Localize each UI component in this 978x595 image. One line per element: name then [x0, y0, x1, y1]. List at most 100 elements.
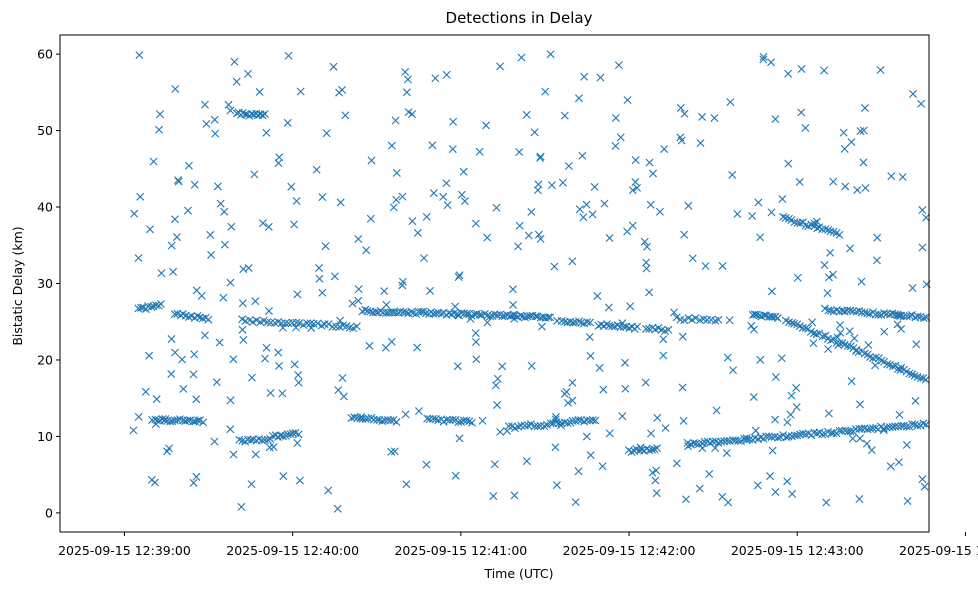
detection-point [849, 307, 857, 316]
detection-point [568, 396, 577, 405]
detection-point [536, 234, 545, 243]
detection-point [366, 214, 375, 223]
detection-point [509, 310, 518, 319]
detection-point [328, 322, 337, 331]
detection-point [508, 285, 517, 294]
detection-point [633, 322, 642, 331]
detection-point [887, 172, 896, 181]
detection-point [823, 289, 832, 298]
detection-point [677, 136, 686, 145]
detection-point [526, 420, 535, 429]
detection-point [574, 467, 583, 476]
detection-point [860, 308, 869, 317]
detection-point [265, 443, 274, 452]
detection-point [183, 206, 192, 215]
detection-point [392, 418, 401, 427]
detection-point [785, 214, 793, 223]
detection-point [896, 365, 905, 374]
detection-point [232, 77, 241, 86]
detection-point [389, 203, 398, 212]
detection-point [742, 436, 751, 445]
detection-point [134, 254, 143, 263]
detection-point [258, 219, 267, 228]
detection-point [296, 87, 305, 96]
detection-point [911, 396, 920, 405]
detection-point [425, 415, 434, 424]
detection-point [238, 325, 247, 334]
detection-point [747, 321, 756, 330]
detection-point [380, 287, 389, 296]
detection-point [853, 185, 862, 194]
detection-point [235, 435, 244, 444]
detection-point [471, 219, 480, 228]
detection-point [797, 65, 806, 74]
detection-point [599, 385, 608, 394]
detection-point [523, 312, 532, 321]
detection-point [524, 231, 533, 240]
detection-point [341, 111, 350, 120]
detection-point [189, 370, 198, 379]
detection-point [455, 271, 464, 280]
detection-point [408, 217, 417, 226]
detection-point [295, 476, 304, 485]
detection-point [688, 254, 697, 263]
detection-point [786, 410, 795, 419]
detection-point [170, 215, 179, 224]
detection-point [908, 420, 917, 429]
detection-point [784, 69, 793, 78]
detection-point [215, 338, 224, 347]
detection-point [200, 331, 209, 340]
detection-point [771, 415, 780, 424]
detection-point [872, 256, 881, 265]
detection-point [398, 281, 407, 290]
detection-point [829, 428, 838, 437]
detection-point [533, 186, 542, 195]
detection-point [527, 361, 536, 370]
detection-point [824, 409, 833, 418]
detection-point [912, 340, 921, 349]
detection-point [725, 316, 734, 325]
detection-point [264, 306, 273, 315]
detection-point [192, 395, 201, 404]
detection-point [792, 383, 801, 392]
detection-point [169, 267, 178, 276]
detection-point [402, 88, 411, 97]
detection-point [247, 480, 256, 489]
detection-point [216, 199, 225, 208]
detection-point [290, 220, 299, 229]
detection-point [551, 415, 560, 424]
detection-point [345, 323, 354, 332]
detection-point [684, 201, 693, 210]
detection-point [226, 425, 235, 434]
detection-point [903, 497, 912, 506]
detection-point [835, 426, 844, 435]
detection-point [421, 309, 430, 318]
detection-point [569, 318, 578, 327]
detection-point [812, 330, 821, 339]
detection-point [283, 430, 292, 439]
detection-point [192, 472, 201, 481]
detection-point [801, 324, 810, 333]
chart-title: Detections in Delay [446, 9, 593, 27]
detection-point [846, 427, 855, 436]
detection-point [493, 400, 502, 409]
detection-point [391, 116, 400, 125]
detection-point [691, 314, 700, 323]
detection-point [659, 335, 668, 344]
x-tick-label: 2025-09-15 12:43:00 [731, 543, 864, 558]
detection-point [155, 125, 164, 134]
detection-point [251, 297, 260, 306]
detection-point [431, 415, 440, 424]
detection-point [868, 354, 877, 363]
detection-point [210, 437, 219, 446]
detection-point [443, 415, 451, 424]
detection-point [729, 366, 738, 375]
detection-point [178, 355, 187, 364]
detection-point [322, 129, 331, 138]
detection-point [547, 181, 556, 190]
detection-point [229, 355, 238, 364]
detection-point [230, 57, 239, 66]
detection-point [879, 426, 888, 435]
detection-point [855, 434, 864, 443]
detection-point [771, 312, 780, 321]
